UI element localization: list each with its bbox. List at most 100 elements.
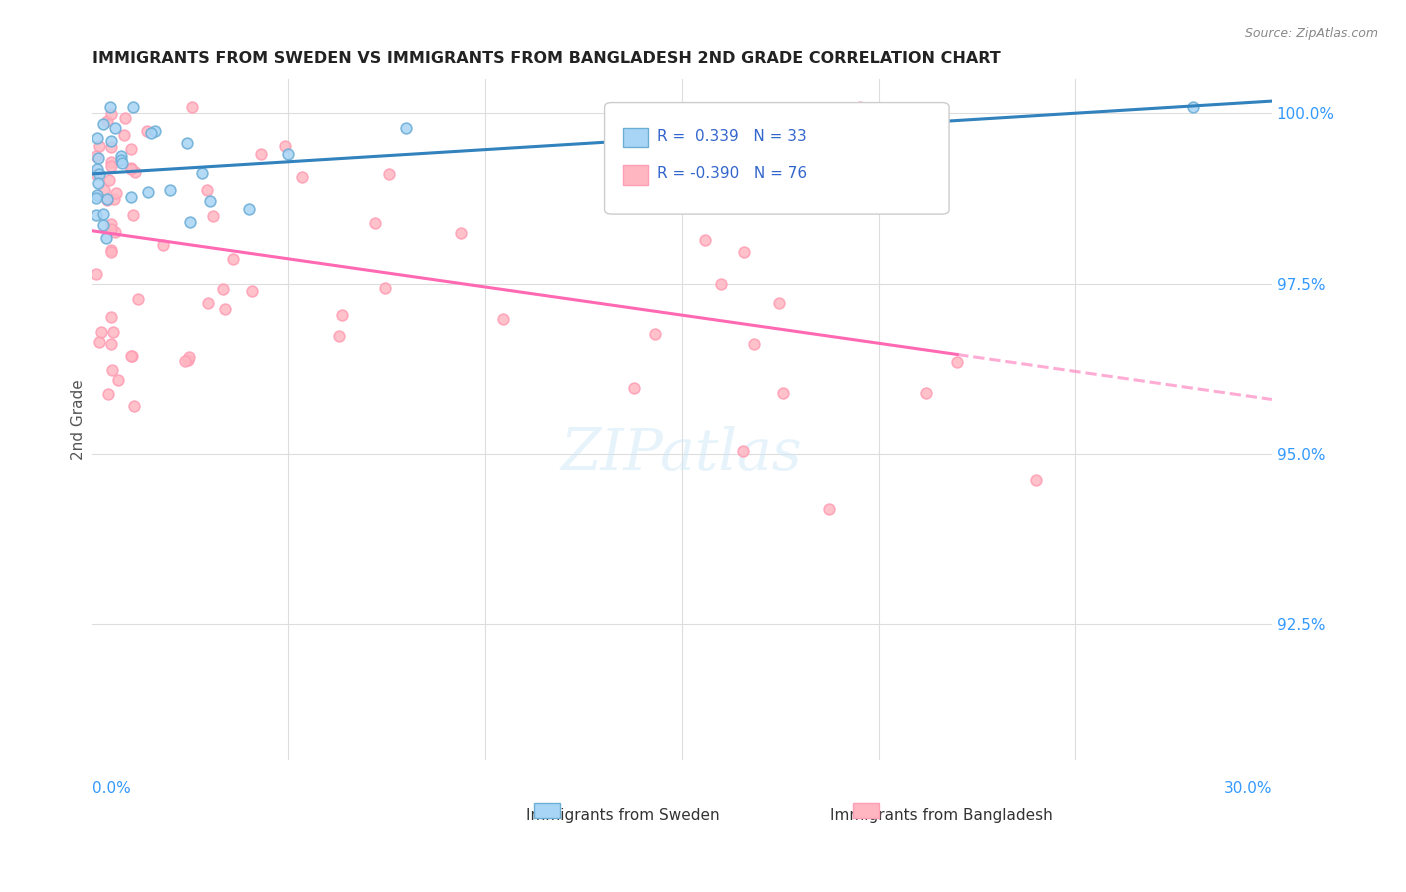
Point [120,190,142,204]
Point [100,155,122,169]
Point [86,161,108,176]
Point [195,183,218,197]
Text: R =  0.339   N = 33: R = 0.339 N = 33 [657,129,807,144]
Point [374,280,396,294]
Point [623,381,645,395]
Point [176,136,198,150]
Point [139,126,162,140]
Point [107,373,129,387]
Point [101,325,124,339]
Point [201,209,224,223]
Point [238,202,260,216]
Text: Immigrants from Sweden: Immigrants from Sweden [526,808,720,823]
Point [100,107,122,121]
Point [86,187,108,202]
Point [731,443,754,458]
Point [96,194,118,208]
Point [818,502,841,516]
Point [733,245,755,260]
Point [197,296,219,310]
Point [93,183,115,197]
Text: 30.0%: 30.0% [1223,780,1272,796]
Point [136,124,159,138]
Point [240,284,263,298]
Point [177,351,200,365]
Point [86,130,108,145]
Point [120,142,142,156]
Point [768,295,790,310]
Point [100,140,122,154]
Point [328,329,350,343]
Point [214,301,236,316]
Point [127,292,149,306]
Point [159,183,181,197]
Point [848,99,870,113]
Bar [853,804,879,818]
Point [122,99,145,113]
Point [84,191,107,205]
Point [122,399,145,413]
Point [120,349,142,363]
Point [946,354,969,368]
Point [89,167,111,181]
Point [693,233,716,247]
Text: ZIPatlas: ZIPatlas [561,425,803,483]
Point [90,325,112,339]
Point [100,217,122,231]
Point [742,337,765,351]
Point [121,349,143,363]
Point [98,99,121,113]
Point [181,99,204,113]
Point [110,156,132,170]
Point [84,149,107,163]
Point [249,146,271,161]
Point [96,114,118,128]
Point [868,186,890,200]
Point [364,216,387,230]
Point [143,123,166,137]
Point [644,327,666,342]
Point [110,153,132,167]
Point [112,128,135,143]
Point [96,230,118,244]
Point [330,308,353,322]
Point [915,386,938,401]
Point [91,117,114,131]
Point [1182,99,1205,113]
Point [1025,473,1047,487]
Point [97,172,120,186]
Point [100,336,122,351]
Point [177,353,200,368]
Point [87,151,110,165]
Point [710,277,733,292]
Point [274,139,297,153]
Point [91,207,114,221]
Text: IMMIGRANTS FROM SWEDEN VS IMMIGRANTS FROM BANGLADESH 2ND GRADE CORRELATION CHART: IMMIGRANTS FROM SWEDEN VS IMMIGRANTS FRO… [91,51,1001,66]
Point [100,243,122,257]
Point [174,354,197,368]
Point [395,120,418,135]
Point [378,167,401,181]
Point [100,363,122,377]
Point [179,215,201,229]
Point [121,161,143,176]
Point [136,185,159,199]
Text: R = -0.390   N = 76: R = -0.390 N = 76 [657,167,807,181]
Point [122,208,145,222]
Point [96,192,118,206]
Point [89,334,111,349]
Point [291,170,314,185]
Point [772,386,794,401]
Y-axis label: 2nd Grade: 2nd Grade [72,379,86,460]
Point [87,139,110,153]
Point [100,134,122,148]
Point [84,167,107,181]
Point [114,111,136,125]
Text: 0.0%: 0.0% [91,780,131,796]
Point [100,245,122,260]
Point [103,192,125,206]
Point [212,282,235,296]
Point [87,176,110,190]
Point [100,159,122,173]
Point [191,166,214,180]
